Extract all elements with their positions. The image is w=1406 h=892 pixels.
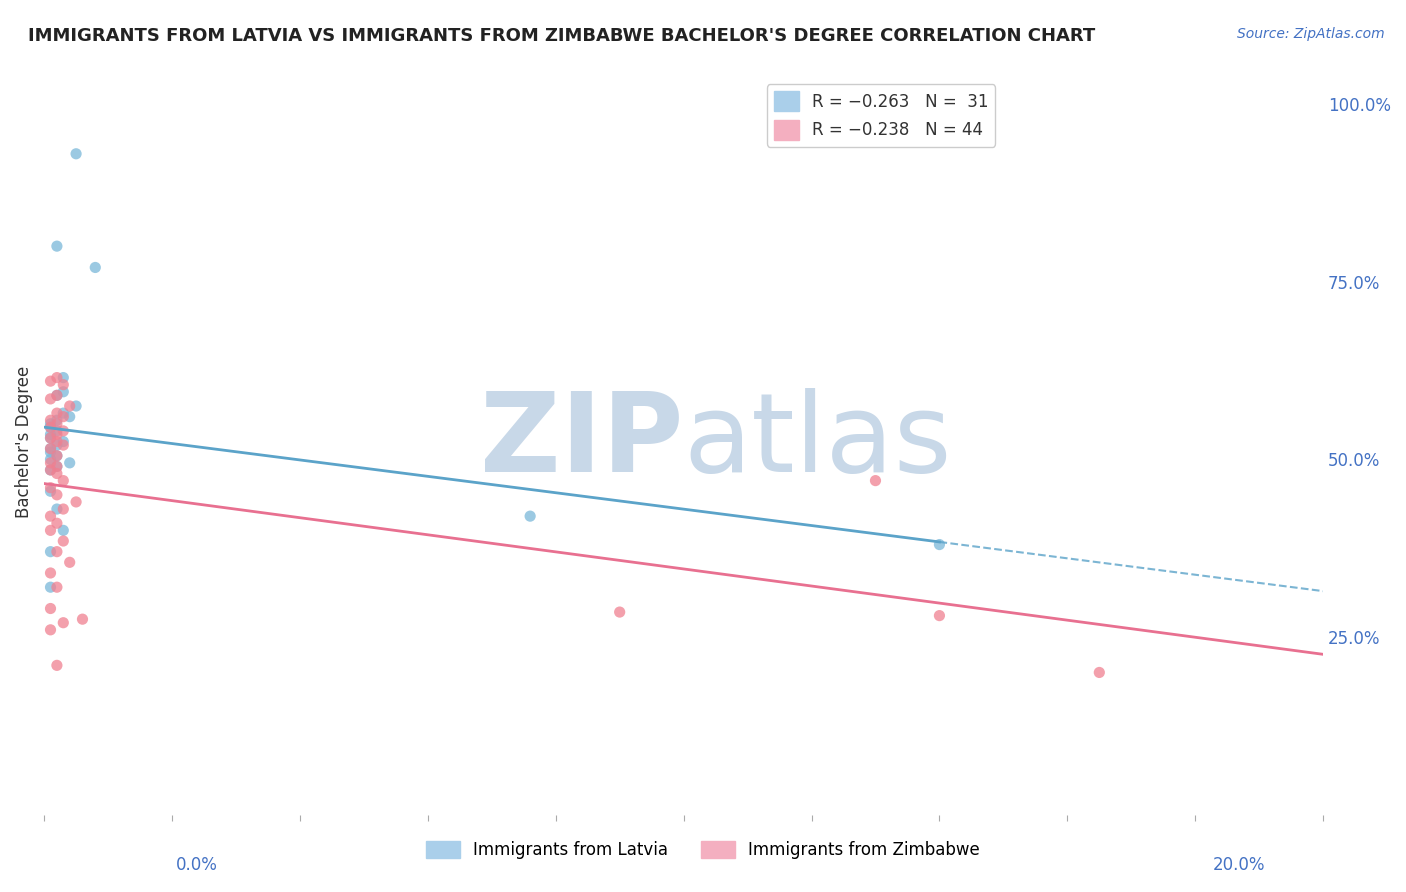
Point xyxy=(39,431,62,445)
Point xyxy=(84,260,107,275)
Text: atlas: atlas xyxy=(683,388,952,495)
Point xyxy=(39,413,62,427)
Point xyxy=(52,434,75,449)
Point xyxy=(39,417,62,431)
Point xyxy=(59,409,82,424)
Point xyxy=(59,555,82,569)
Y-axis label: Bachelor's Degree: Bachelor's Degree xyxy=(15,366,32,517)
Point xyxy=(39,420,62,434)
Point xyxy=(39,427,62,442)
Point xyxy=(45,488,67,502)
Point xyxy=(39,623,62,637)
Point xyxy=(39,456,62,470)
Point xyxy=(45,388,67,402)
Point xyxy=(39,484,62,499)
Point xyxy=(45,438,67,452)
Point xyxy=(39,374,62,388)
Point xyxy=(519,509,541,524)
Point xyxy=(45,413,67,427)
Point xyxy=(45,417,67,431)
Point xyxy=(72,612,94,626)
Point xyxy=(52,502,75,516)
Point xyxy=(865,474,887,488)
Point xyxy=(52,409,75,424)
Point xyxy=(39,420,62,434)
Point xyxy=(39,445,62,459)
Point xyxy=(52,406,75,420)
Point xyxy=(45,467,67,481)
Text: ZIP: ZIP xyxy=(481,388,683,495)
Point xyxy=(1088,665,1111,680)
Point xyxy=(39,442,62,456)
Point xyxy=(45,406,67,420)
Point xyxy=(39,509,62,524)
Point xyxy=(52,384,75,399)
Point xyxy=(39,392,62,406)
Point xyxy=(39,463,62,477)
Legend: R = −0.263   N =  31, R = −0.238   N = 44: R = −0.263 N = 31, R = −0.238 N = 44 xyxy=(766,85,995,146)
Legend: Immigrants from Latvia, Immigrants from Zimbabwe: Immigrants from Latvia, Immigrants from … xyxy=(419,834,987,866)
Point xyxy=(52,534,75,549)
Point xyxy=(45,424,67,438)
Point xyxy=(52,370,75,384)
Point xyxy=(39,580,62,594)
Point xyxy=(45,459,67,474)
Point xyxy=(39,481,62,495)
Point xyxy=(52,377,75,392)
Point xyxy=(45,449,67,463)
Point xyxy=(45,388,67,402)
Point xyxy=(45,544,67,558)
Point xyxy=(65,146,87,161)
Text: Source: ZipAtlas.com: Source: ZipAtlas.com xyxy=(1237,27,1385,41)
Point xyxy=(39,544,62,558)
Point xyxy=(45,502,67,516)
Point xyxy=(45,580,67,594)
Point xyxy=(52,474,75,488)
Point xyxy=(59,399,82,413)
Point xyxy=(45,658,67,673)
Point xyxy=(45,434,67,449)
Point xyxy=(39,463,62,477)
Point xyxy=(39,442,62,456)
Point xyxy=(45,427,67,442)
Point xyxy=(928,608,950,623)
Point xyxy=(52,615,75,630)
Point xyxy=(65,399,87,413)
Point xyxy=(45,370,67,384)
Point xyxy=(59,456,82,470)
Point xyxy=(52,424,75,438)
Point xyxy=(52,524,75,538)
Point xyxy=(39,566,62,580)
Point xyxy=(609,605,631,619)
Point xyxy=(39,431,62,445)
Point xyxy=(928,537,950,551)
Point xyxy=(39,601,62,615)
Text: 0.0%: 0.0% xyxy=(176,856,218,874)
Point xyxy=(65,495,87,509)
Point xyxy=(45,239,67,253)
Point xyxy=(45,449,67,463)
Point xyxy=(52,438,75,452)
Text: IMMIGRANTS FROM LATVIA VS IMMIGRANTS FROM ZIMBABWE BACHELOR'S DEGREE CORRELATION: IMMIGRANTS FROM LATVIA VS IMMIGRANTS FRO… xyxy=(28,27,1095,45)
Text: 20.0%: 20.0% xyxy=(1213,856,1265,874)
Point xyxy=(39,524,62,538)
Point xyxy=(45,516,67,531)
Point xyxy=(39,452,62,467)
Point xyxy=(45,459,67,474)
